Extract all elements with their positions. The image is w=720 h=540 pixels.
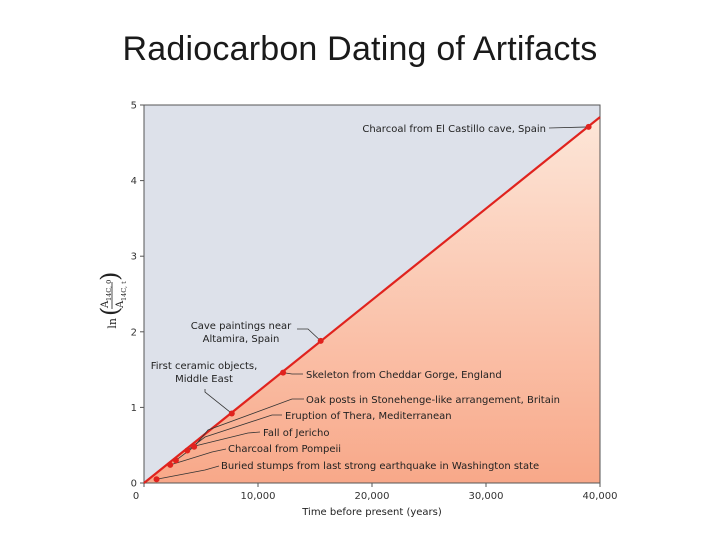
- x-tick-label: 20,000: [355, 491, 390, 502]
- data-point: [191, 443, 198, 450]
- y-tick-label: 5: [131, 101, 137, 112]
- y-tick-label: 1: [131, 403, 137, 414]
- y-tick-label: 0: [131, 479, 137, 490]
- y-label-numerator: A: [100, 300, 111, 309]
- annotation-ceramic: First ceramic objects, Middle East: [151, 361, 258, 385]
- data-point: [585, 123, 592, 130]
- data-point: [167, 461, 174, 468]
- leader-ceramic: [204, 389, 233, 414]
- annotation-buried-stumps: Buried stumps from last strong earthquak…: [221, 461, 539, 472]
- annotation-oak-posts: Oak posts in Stonehenge-like arrangement…: [306, 395, 560, 406]
- leader-cheddar: [283, 372, 303, 375]
- data-point: [280, 369, 287, 376]
- y-label-paren-open: (: [96, 307, 124, 316]
- data-point: [228, 410, 235, 417]
- annotation-altamira: Cave paintings near Altamira, Spain: [191, 321, 292, 345]
- x-tick-label: 40,000: [583, 491, 618, 502]
- y-label-denominator-sub: 14C, t: [120, 281, 128, 301]
- annotation-thera: Eruption of Thera, Mediterranean: [285, 411, 452, 422]
- leader-altamira: [297, 328, 321, 342]
- y-tick-label: 3: [131, 252, 137, 263]
- y-tick-label: 2: [131, 327, 137, 338]
- leader-jericho: [175, 431, 261, 461]
- data-point: [317, 337, 324, 344]
- y-label-ln: ln: [106, 318, 119, 329]
- leader-oak-posts: [193, 398, 304, 447]
- x-tick-label: 10,000: [241, 491, 276, 502]
- decay-line: [143, 116, 601, 484]
- x-tick-label: 30,000: [469, 491, 504, 502]
- page-title: Radiocarbon Dating of Artifacts: [122, 30, 598, 68]
- annotation-pompeii: Charcoal from Pompeii: [228, 444, 341, 455]
- x-tick-label: 0: [133, 491, 139, 502]
- leader-el-castillo: [548, 126, 589, 129]
- data-point: [153, 476, 160, 483]
- y-label-paren-close: ): [96, 272, 124, 281]
- data-point: [172, 457, 179, 464]
- x-axis-label: Time before present (years): [301, 507, 442, 518]
- annotation-cheddar: Skeleton from Cheddar Gorge, England: [306, 370, 502, 381]
- data-point: [184, 447, 191, 454]
- leader-buried-stumps: [156, 465, 220, 480]
- y-label-numerator-sub: 14C, 0: [105, 280, 113, 301]
- annotation-jericho: Fall of Jericho: [263, 428, 329, 439]
- annotation-el-castillo: Charcoal from El Castillo cave, Spain: [362, 124, 546, 135]
- y-tick-label: 4: [131, 176, 137, 187]
- y-label-denominator: A: [115, 300, 126, 309]
